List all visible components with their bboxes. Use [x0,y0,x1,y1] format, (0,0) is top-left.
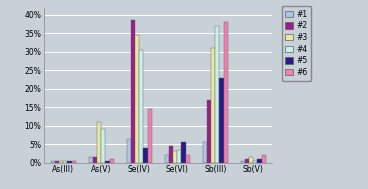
Bar [215,26,219,163]
Bar [181,142,185,163]
Bar [139,50,144,163]
Bar [241,161,245,163]
Bar [144,148,148,163]
Bar [219,78,224,163]
Bar [173,151,177,163]
Bar [93,157,97,163]
Bar [245,159,249,163]
Bar [211,48,215,163]
Bar [59,161,63,163]
Bar [101,129,105,163]
Bar [51,161,55,163]
Bar [127,139,131,163]
Legend: #1, #2, #3, #4, #5, #6: #1, #2, #3, #4, #5, #6 [282,6,311,81]
Bar [148,109,152,163]
Bar [71,161,76,163]
Bar [203,142,207,163]
Bar [224,22,228,163]
Bar [253,161,258,163]
Bar [89,157,93,163]
Bar [165,155,169,163]
Bar [63,161,67,163]
Bar [105,161,110,163]
Bar [67,161,71,163]
Bar [110,159,114,163]
Bar [262,155,266,163]
Bar [177,150,181,163]
Bar [135,35,139,163]
Bar [169,146,173,163]
Bar [55,161,59,163]
Bar [131,20,135,163]
Bar [97,122,101,163]
Bar [258,159,262,163]
Bar [207,100,211,163]
Bar [249,157,253,163]
Bar [185,155,190,163]
